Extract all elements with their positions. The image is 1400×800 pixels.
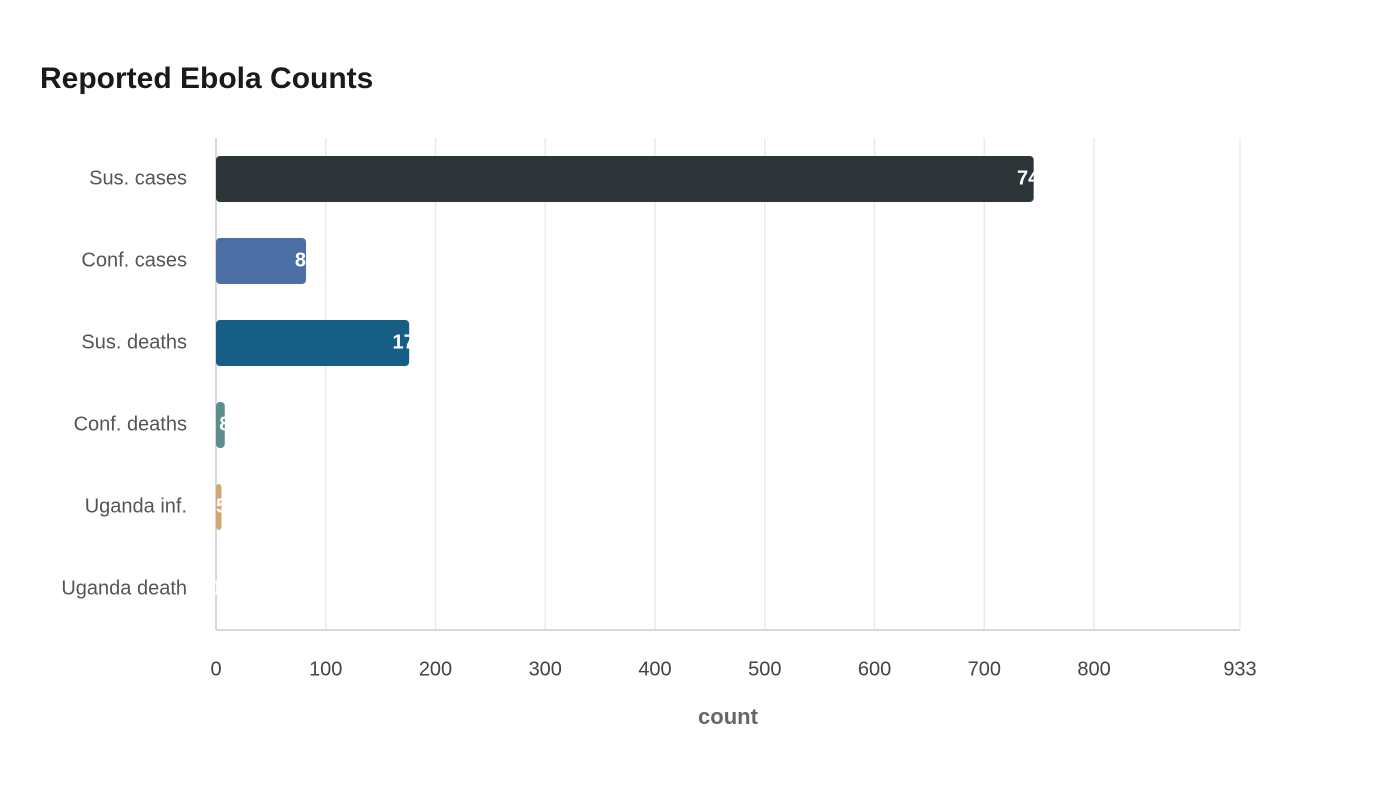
x-tick-label: 0 xyxy=(210,658,221,680)
x-tick-label: 200 xyxy=(419,658,452,680)
bar xyxy=(216,484,222,530)
y-tick-label: Conf. deaths xyxy=(74,413,187,435)
x-tick-label: 100 xyxy=(309,658,342,680)
y-tick-label: Conf. cases xyxy=(81,249,187,271)
x-axis-title: count xyxy=(698,704,759,729)
bar xyxy=(216,156,1034,202)
x-tick-label: 800 xyxy=(1077,658,1110,680)
value-label: 745 xyxy=(1017,167,1050,189)
x-tick-label: 400 xyxy=(638,658,671,680)
chart-title: Reported Ebola Counts xyxy=(40,62,373,95)
x-tick-label: 600 xyxy=(858,658,891,680)
bar xyxy=(216,566,218,612)
bar xyxy=(216,238,306,284)
value-label: 5 xyxy=(216,495,227,517)
x-tick-label: 500 xyxy=(748,658,781,680)
value-label: 82 xyxy=(295,249,317,271)
x-tick-label: 700 xyxy=(968,658,1001,680)
value-label: 1 xyxy=(212,577,223,599)
value-label: 8 xyxy=(219,413,230,435)
bar xyxy=(216,402,225,448)
y-tick-label: Sus. deaths xyxy=(81,331,187,353)
value-label: 176 xyxy=(392,331,425,353)
y-tick-label: Sus. cases xyxy=(89,167,187,189)
bar xyxy=(216,320,410,366)
y-tick-label: Uganda death xyxy=(61,577,187,599)
x-tick-label: 300 xyxy=(529,658,562,680)
x-tick-label: 933 xyxy=(1223,658,1256,680)
y-tick-label: Uganda inf. xyxy=(85,495,187,517)
